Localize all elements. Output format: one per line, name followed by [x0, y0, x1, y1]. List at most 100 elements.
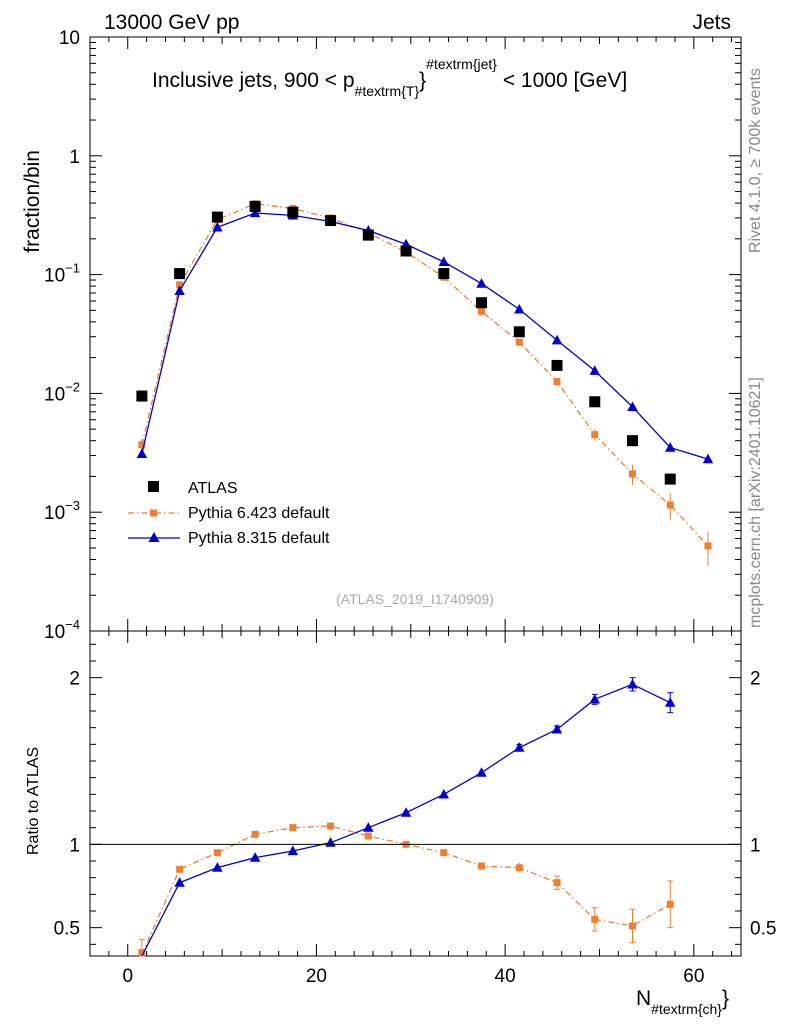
main-y-tick-label: 10−4 [44, 617, 80, 643]
atlas-point [287, 206, 299, 218]
ratio-pythia8-point [551, 723, 563, 734]
plot-title-range: < 1000 [GeV] [503, 69, 627, 92]
pythia6-point [704, 542, 712, 550]
header-energy: 13000 GeV pp [104, 11, 239, 34]
pythia8-point [174, 285, 185, 295]
pythia8-line [141, 212, 709, 460]
ratio-pythia6-point [327, 822, 335, 830]
ratio-pythia8-point [438, 788, 450, 799]
ratio-pythia6-line [141, 825, 671, 955]
main-y-tick-label: 1 [69, 147, 80, 168]
pythia6-point [629, 470, 636, 478]
pythia8-point [702, 453, 714, 464]
ratio-pythia6-point [289, 824, 297, 832]
legend: ATLAS Pythia 6.423 default Pythia 8.315 … [128, 480, 330, 547]
ratio-plot-data [138, 677, 676, 957]
main-axis-ticks: 10 1 10−1 10−2 10−3 10−4 [44, 28, 741, 643]
pythia6-point [176, 281, 184, 289]
ratio-y-tick-label-right: 1 [750, 835, 761, 856]
pythia8-point [249, 207, 261, 218]
x-tick-label: 40 [495, 966, 516, 987]
ratio-pythia6-point [553, 879, 561, 887]
ratio-y-tick-label-left: 1 [69, 835, 80, 856]
analysis-watermark: (ATLAS_2019_I1740909) [336, 591, 494, 607]
plot-title: Inclusive jets, 900 < p#textrm{T}}#textr… [152, 56, 627, 99]
pythia6-point [515, 338, 523, 346]
main-y-tick-label: 10−1 [44, 261, 80, 287]
ratio-pythia8-line [141, 683, 671, 957]
atlas-point [174, 268, 186, 280]
pythia8-point [476, 278, 487, 288]
plot-title-superscript: #textrm{jet} [426, 56, 497, 72]
atlas-point [513, 326, 525, 338]
ratio-pythia8-point [325, 837, 336, 847]
legend-marker-atlas [148, 481, 159, 492]
x-tick-label: 60 [683, 966, 704, 987]
plot-title-subscript: #textrm{T} [355, 83, 420, 99]
plot-title-main: Inclusive jets, 900 < p [152, 69, 355, 92]
ratio-pythia6-point [591, 915, 599, 923]
pythia6-point [591, 431, 599, 439]
pythia8-point [212, 221, 223, 232]
ratio-pythia8-point [287, 845, 299, 856]
ratio-pythia6-point [251, 830, 259, 838]
atlas-point [325, 215, 337, 227]
ratio-pythia8-point [665, 697, 676, 707]
atlas-point [249, 200, 261, 212]
x-axis-label-subscript: #textrm{ch} [651, 1001, 722, 1017]
pythia6-point [553, 377, 561, 385]
ratio-pythia6-point [138, 949, 146, 956]
ratio-pythia6-point [364, 832, 372, 840]
ratio-pythia6-point [515, 864, 523, 872]
pythia8-point [514, 303, 525, 314]
ratio-pythia8-point [249, 852, 261, 862]
ratio-y-tick-label-right: 0.5 [750, 919, 776, 940]
pythia6-point [666, 501, 674, 509]
main-plot-data [136, 200, 714, 567]
x-tick-label: 0 [122, 966, 133, 987]
ratio-y-tick-label-left: 2 [69, 669, 80, 690]
legend-marker-pythia8 [148, 532, 160, 542]
pythia6-line [141, 203, 709, 547]
atlas-point [627, 435, 638, 447]
atlas-point [589, 396, 601, 408]
pythia8-point [589, 365, 600, 375]
side-label-rivet: Rivet 4.1.0, ≥ 700k events [747, 68, 764, 253]
ratio-pythia8-point [212, 862, 223, 872]
x-axis-label: N#textrm{ch}} [636, 987, 729, 1017]
ratio-pythia6-point [440, 849, 448, 857]
pythia6-point [478, 307, 486, 315]
ratio-axis-ticks: 0 20 40 60 0.5 0.5 1 1 2 2 [54, 631, 776, 987]
main-y-axis-label: fraction/bin [21, 150, 44, 253]
ratio-y-tick-label-left: 0.5 [54, 919, 80, 940]
ratio-pythia6-point [666, 900, 674, 908]
legend-label-atlas: ATLAS [188, 480, 238, 497]
legend-marker-pythia6 [150, 509, 157, 517]
pythia6-point [138, 441, 146, 449]
ratio-pythia8-point [363, 822, 374, 832]
atlas-point [551, 359, 563, 371]
atlas-point [362, 229, 374, 241]
main-y-tick-label: 10−3 [44, 498, 80, 524]
ratio-y-axis-label: Ratio to ATLAS [25, 747, 42, 855]
ratio-pythia6-point [176, 865, 184, 873]
atlas-point [664, 473, 676, 485]
ratio-pythia6-point [213, 849, 221, 857]
ratio-pythia8-point [476, 767, 487, 777]
legend-label-pythia6: Pythia 6.423 default [188, 505, 330, 522]
atlas-point [136, 390, 148, 402]
ratio-plot-frame [89, 630, 742, 957]
ratio-pythia8-point [174, 877, 185, 887]
header-jets: Jets [692, 11, 731, 34]
atlas-point [438, 268, 450, 280]
atlas-point [211, 211, 223, 223]
ratio-pythia6-point [478, 862, 486, 870]
side-label-mcplots: mcplots.cern.ch [arXiv:2401.10621] [747, 377, 764, 628]
x-axis-label-main: N [636, 987, 651, 1010]
ratio-pythia8-point [400, 807, 412, 817]
pythia8-point [665, 442, 676, 452]
main-y-tick-label: 10 [59, 28, 80, 49]
atlas-point [400, 245, 412, 257]
ratio-pythia8-point [589, 693, 600, 704]
